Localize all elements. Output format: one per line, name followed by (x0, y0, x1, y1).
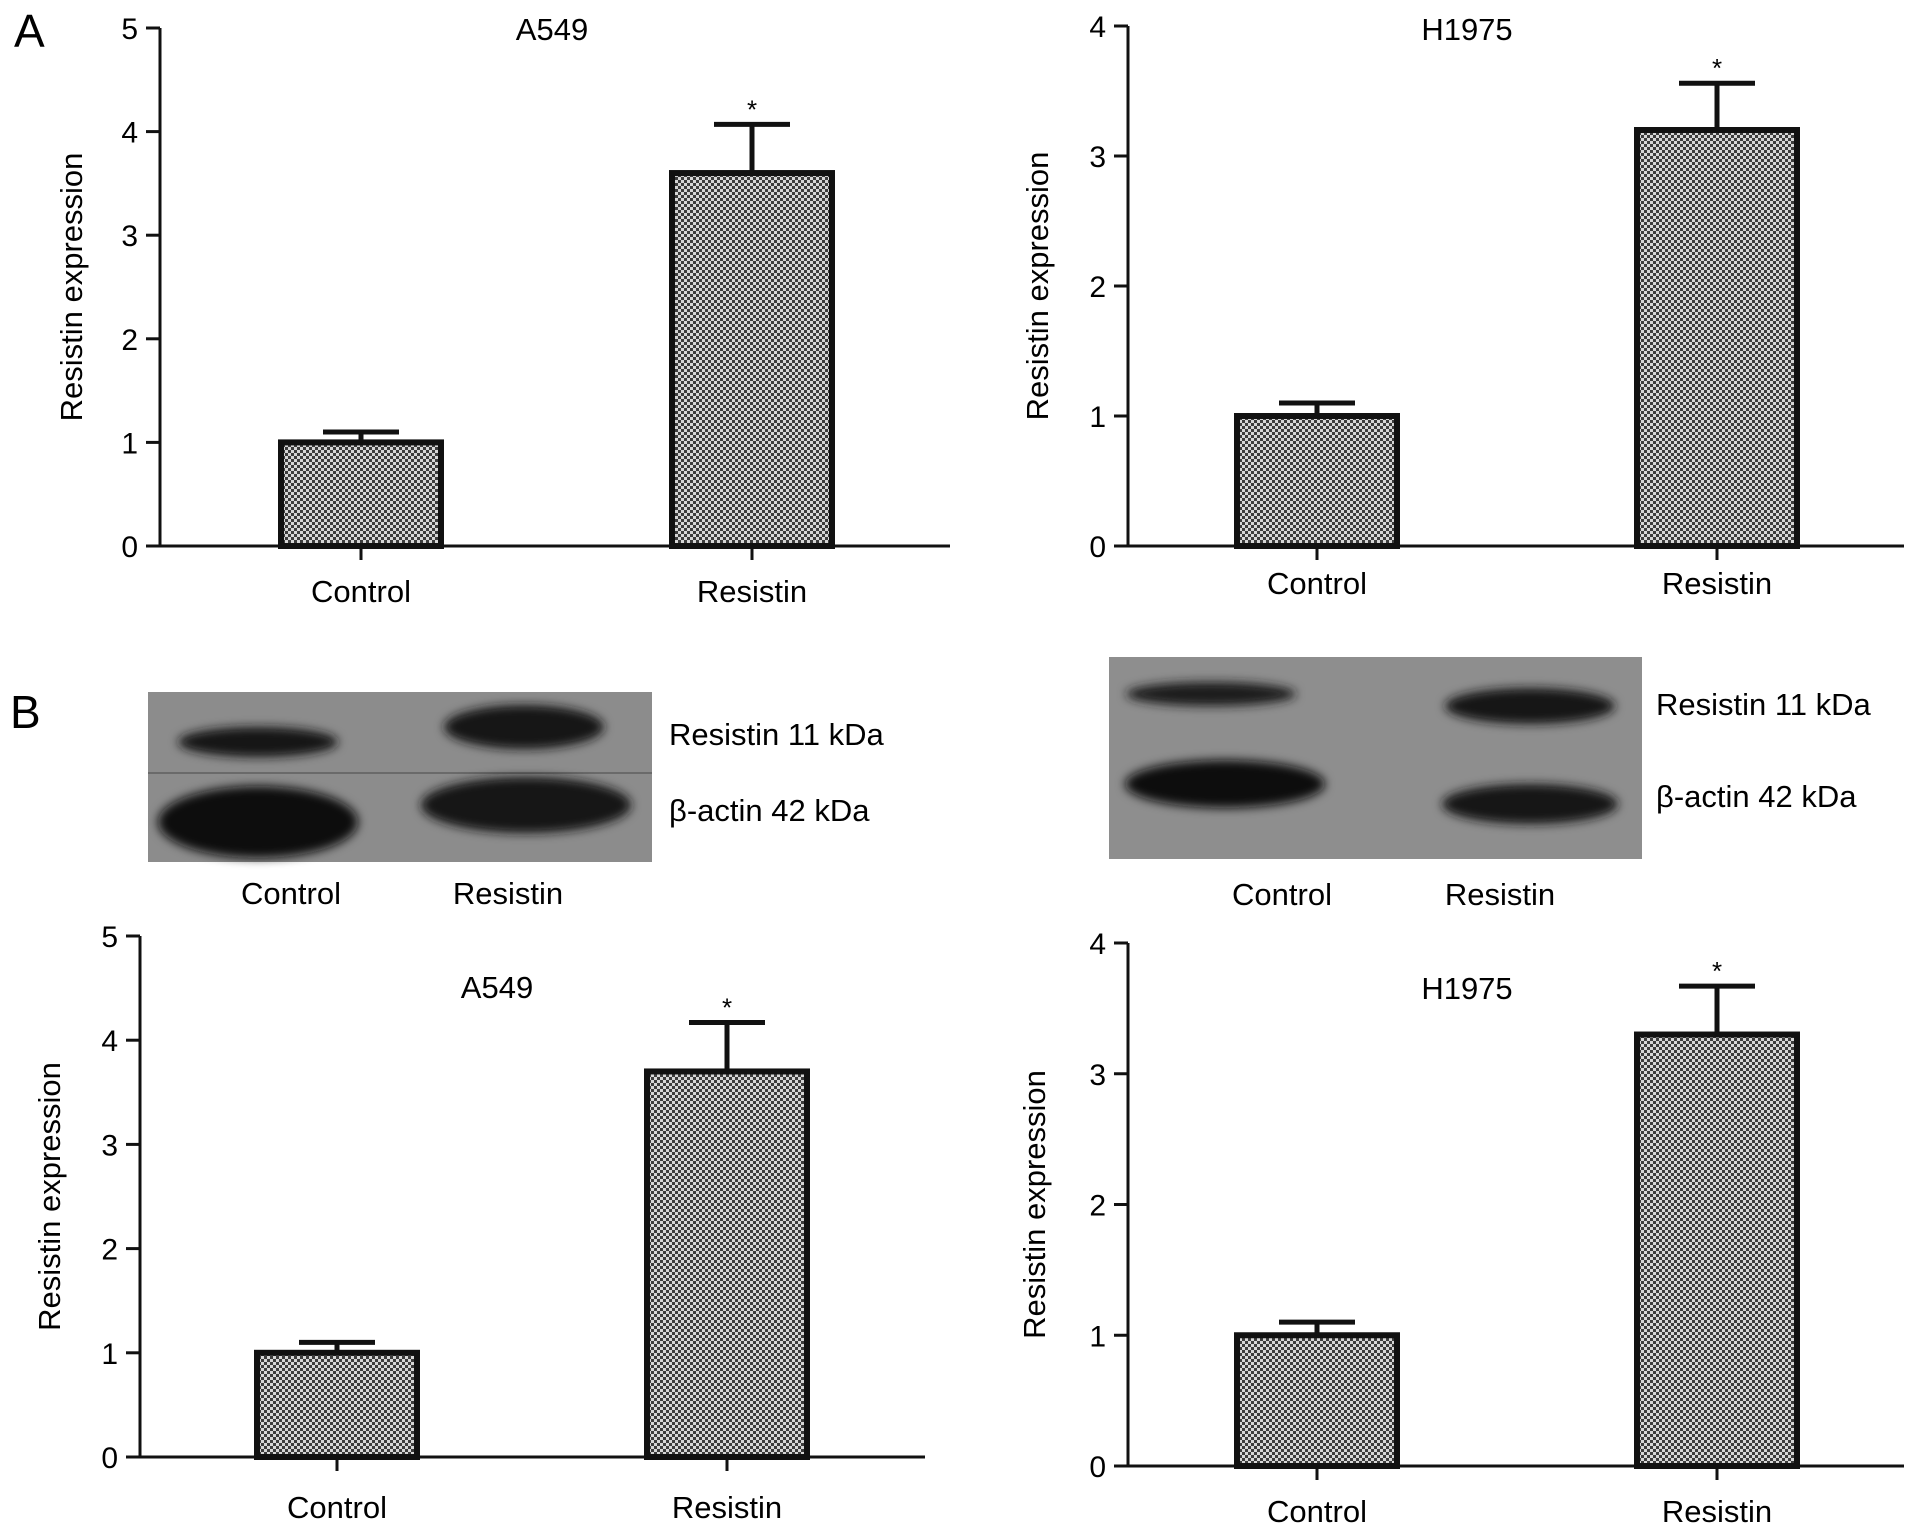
x-tick-label: Control (1267, 1494, 1367, 1528)
x-tick-label: Control (287, 1490, 387, 1525)
y-tick-label: 3 (121, 220, 138, 253)
bar-chart-a549-top: 0 1 2 3 4 5 Resistin expression A549 Control Resi… (54, 12, 950, 609)
bar-resistin (1634, 1031, 1800, 1470)
blot-lane-control: Control (1232, 877, 1332, 912)
y-tick-label: 1 (121, 427, 138, 460)
bar-chart-h1975-bottom: 0 1 2 3 4 Resistin expression H1975 Control Resi… (1017, 928, 1904, 1528)
y-tick-label: 0 (121, 531, 138, 564)
y-tick-label: 1 (1089, 1320, 1106, 1353)
bar-control (1234, 1332, 1400, 1469)
western-blot-a549: Resistin 11 kDa β-actin 42 kDa Control R… (148, 692, 885, 911)
bar-chart-a549-bottom: 0 1 2 3 4 5 Resistin expression A549 Control Resi… (32, 921, 925, 1525)
y-tick-label: 0 (1089, 1451, 1106, 1484)
y-tick-label: 4 (121, 117, 138, 150)
blot-lane-control: Control (241, 876, 341, 911)
chart-title: H1975 (1421, 971, 1512, 1006)
x-tick-label: Resistin (1662, 566, 1772, 601)
y-tick-label: 2 (101, 1234, 118, 1267)
blot-band-resistin-control (1126, 682, 1296, 706)
blot-band-actin-treated (1442, 784, 1618, 824)
significance-marker: * (722, 992, 732, 1022)
y-tick-label: 3 (1089, 1059, 1106, 1092)
bar-resistin (1634, 127, 1800, 549)
y-tick-label: 1 (1089, 401, 1106, 434)
blot-label-actin: β-actin 42 kDa (669, 793, 870, 828)
blot-lane-resistin: Resistin (1445, 877, 1555, 912)
bar-control (254, 1349, 420, 1461)
blot-label-actin: β-actin 42 kDa (1656, 779, 1857, 814)
y-axis-title: Resistin expression (54, 153, 89, 422)
blot-lane-resistin: Resistin (453, 876, 563, 911)
blot-band-resistin-treated (444, 705, 604, 749)
y-tick-label: 3 (101, 1129, 118, 1162)
y-tick-label: 0 (101, 1442, 118, 1475)
y-axis-title: Resistin expression (32, 1062, 67, 1331)
y-axis-title: Resistin expression (1020, 152, 1055, 421)
panel-label-a: A (14, 5, 45, 57)
x-tick-label: Control (311, 574, 411, 609)
bar-resistin (644, 1068, 810, 1460)
blot-label-resistin: Resistin 11 kDa (1656, 687, 1872, 722)
y-tick-label: 0 (1089, 531, 1106, 564)
y-tick-label: 4 (101, 1025, 118, 1058)
x-tick-label: Control (1267, 566, 1367, 601)
y-tick-label: 4 (1089, 928, 1106, 961)
significance-marker: * (1712, 956, 1722, 986)
panel-label-b: B (10, 686, 41, 738)
y-tick-label: 2 (1089, 1190, 1106, 1223)
blot-band-resistin-treated (1445, 688, 1615, 724)
blot-band-actin-treated (421, 777, 631, 833)
x-tick-label: Resistin (697, 574, 807, 609)
chart-title: A549 (516, 12, 588, 47)
blot-band-actin-control (1125, 760, 1325, 808)
bar-control (278, 439, 444, 549)
y-tick-label: 1 (101, 1338, 118, 1371)
bar-control (1234, 413, 1400, 549)
western-blot-h1975: Resistin 11 kDa β-actin 42 kDa Control R… (1109, 657, 1872, 912)
significance-marker: * (1712, 53, 1722, 83)
y-tick-label: 5 (101, 921, 118, 954)
chart-title: H1975 (1421, 12, 1512, 47)
x-tick-label: Resistin (1662, 1494, 1772, 1528)
blot-band-resistin-control (178, 727, 338, 757)
blot-band-actin-control (158, 786, 358, 858)
chart-title: A549 (461, 970, 533, 1005)
significance-marker: * (747, 94, 757, 124)
y-tick-label: 5 (121, 13, 138, 46)
y-axis-title: Resistin expression (1017, 1070, 1052, 1339)
blot-label-resistin: Resistin 11 kDa (669, 717, 885, 752)
y-tick-label: 4 (1089, 11, 1106, 44)
y-tick-label: 2 (121, 324, 138, 357)
y-tick-label: 3 (1089, 141, 1106, 174)
bar-resistin (669, 170, 835, 549)
x-tick-label: Resistin (672, 1490, 782, 1525)
y-tick-label: 2 (1089, 271, 1106, 304)
bar-chart-h1975-top: 0 1 2 3 4 Resistin expression H1975 Control Resi… (1020, 11, 1904, 601)
